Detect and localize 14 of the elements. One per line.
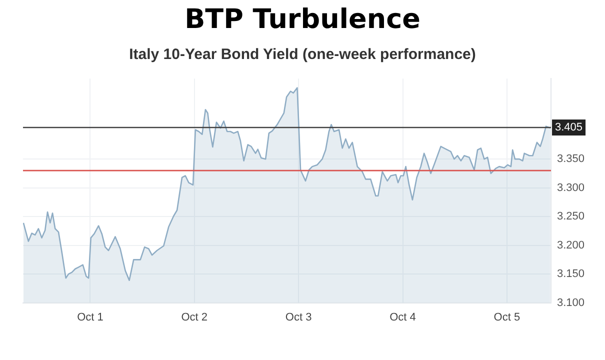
x-tick-label: Oct 1 [77,311,104,324]
y-tick-label: 3.350 [557,153,585,166]
y-tick-label: 3.150 [557,268,585,280]
chart-title: BTP Turbulence [184,4,422,36]
ref-line-label: 3.405 [555,121,583,134]
x-tick-label: Oct 4 [390,311,416,324]
x-tick-label: Oct 2 [181,311,208,324]
y-tick-label: 3.250 [557,210,585,223]
y-tick-label: 3.100 [557,296,585,309]
y-tick-label: 3.200 [557,239,585,252]
x-tick-label: Oct 3 [285,311,312,324]
x-tick-label: Oct 5 [494,311,520,324]
chart-subtitle: Italy 10-Year Bond Yield (one-week performance) [128,46,477,65]
y-tick-label: 3.300 [557,182,585,194]
